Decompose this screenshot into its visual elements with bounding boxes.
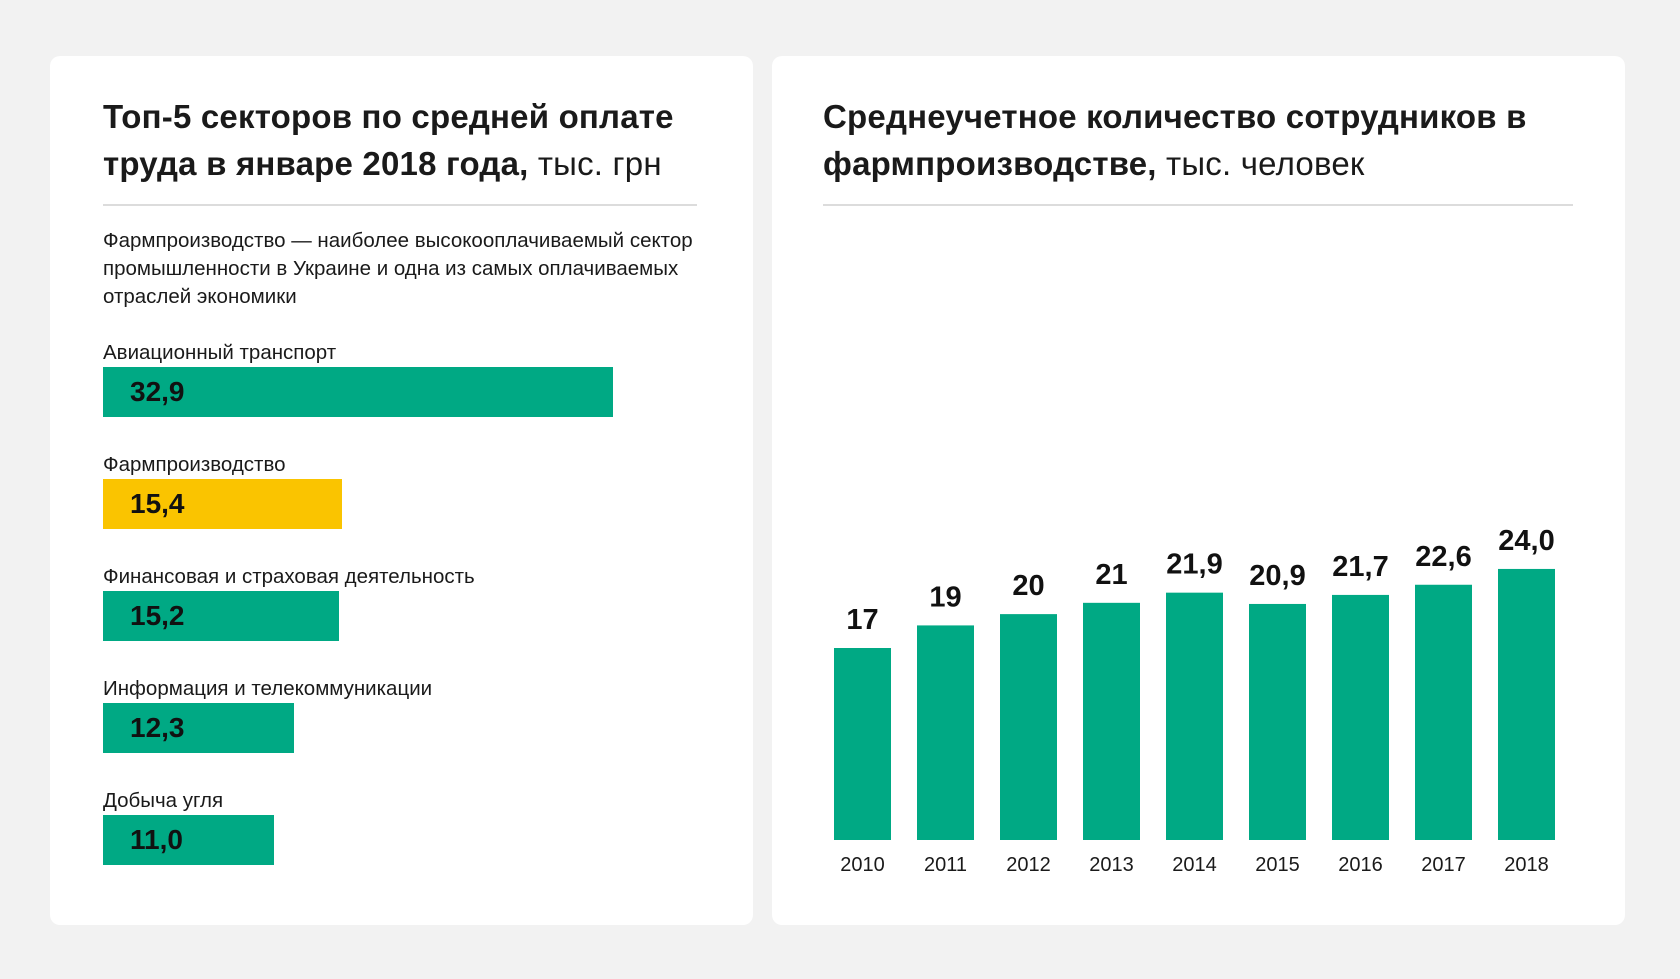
employees-title-divider [823, 204, 1573, 206]
salary-chart-title: Топ-5 секторов по средней оплате труда в… [103, 93, 723, 187]
employees-bar [1083, 602, 1140, 840]
employees-year-label: 2015 [1255, 854, 1300, 876]
employees-bar-chart: 17 2010 19 2011 20 2012 21 2013 21,9 2014 20,9 2015… [834, 525, 1555, 876]
salary-bar-label: Авиационный транспорт [103, 341, 337, 364]
employees-title-unit: тыс. человек [1156, 145, 1365, 182]
employees-bar [834, 648, 891, 840]
employees-year-label: 2016 [1338, 854, 1383, 876]
employees-title-main: Среднеучетное количество сотрудников в ф… [823, 98, 1527, 182]
employees-bar [917, 625, 974, 840]
salary-bar-value: 32,9 [130, 376, 185, 407]
employees-bar [1166, 592, 1223, 840]
salary-bar: 32,9 [103, 367, 613, 417]
employees-bar [1249, 603, 1306, 840]
salary-bar-value: 11,0 [130, 824, 183, 855]
salary-bar-label: Финансовая и страховая деятельность [103, 565, 475, 588]
employees-year-label: 2012 [1006, 854, 1051, 876]
employees-bar-value: 17 [846, 604, 878, 636]
employees-bar [1332, 594, 1389, 840]
employees-year-label: 2017 [1421, 854, 1466, 876]
employees-card: Среднеучетное количество сотрудников в ф… [772, 56, 1625, 925]
employees-bar-value: 21,7 [1332, 551, 1388, 583]
employees-year-label: 2011 [924, 854, 967, 876]
salary-title-divider [103, 204, 697, 206]
employees-bar-value: 19 [929, 581, 961, 613]
salary-bar-value: 15,4 [130, 488, 185, 519]
employees-chart-title: Среднеучетное количество сотрудников в ф… [823, 93, 1593, 187]
employees-bar [1000, 614, 1057, 840]
salary-bar: 15,2 [103, 591, 339, 641]
employees-year-label: 2010 [840, 854, 885, 876]
salary-description: Фармпроизводство — наиболее высокооплачи… [103, 229, 693, 308]
salary-title-unit: тыс. грн [528, 145, 662, 182]
salary-bar: 11,0 [103, 815, 274, 865]
employees-bar-value: 22,6 [1415, 541, 1471, 573]
employees-bar [1498, 568, 1555, 840]
employees-bar-value: 20,9 [1249, 560, 1305, 592]
employees-bar-value: 21 [1095, 559, 1127, 591]
salary-title-main: Топ-5 секторов по средней оплате труда в… [103, 98, 674, 182]
salary-bar-value: 12,3 [130, 712, 185, 743]
salary-bar: 15,4 [103, 479, 342, 529]
salary-card: Топ-5 секторов по средней оплате труда в… [50, 56, 753, 925]
employees-year-label: 2014 [1172, 854, 1217, 876]
salary-bar-value: 15,2 [130, 600, 185, 631]
salary-bar-label: Фармпроизводство [103, 453, 286, 476]
salary-bar-label: Добыча угля [103, 789, 224, 812]
employees-year-label: 2013 [1089, 854, 1134, 876]
employees-year-label: 2018 [1504, 854, 1549, 876]
salary-bar: 12,3 [103, 703, 294, 753]
employees-bar [1415, 584, 1472, 840]
employees-bar-value: 20 [1012, 570, 1044, 602]
salary-bar-label: Информация и телекоммуникации [103, 677, 433, 700]
employees-bar-value: 24,0 [1498, 525, 1554, 557]
employees-bar-value: 21,9 [1166, 549, 1222, 581]
